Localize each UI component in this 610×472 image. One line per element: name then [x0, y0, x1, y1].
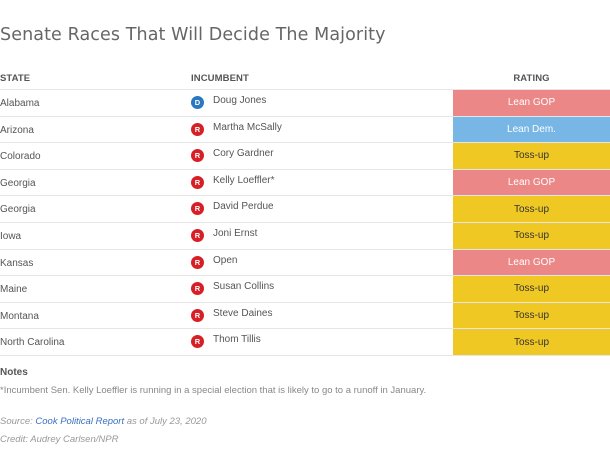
state-cell: Georgia: [0, 204, 36, 216]
credit-line: Credit: Audrey Carlsen/NPR: [0, 434, 119, 445]
table-row: North Carolina R Thom Tillis Toss-up: [0, 329, 610, 356]
rating-cell: Toss-up: [453, 143, 610, 169]
table-row: Montana R Steve Daines Toss-up: [0, 302, 610, 330]
incumbent-cell: R David Perdue: [191, 201, 274, 216]
table-header: STATE INCUMBENT RATING: [0, 68, 610, 90]
incumbent-name: Martha McSally: [213, 121, 282, 133]
state-cell: Arizona: [0, 124, 34, 136]
rating-cell: Toss-up: [453, 222, 610, 249]
incumbent-name: Susan Collins: [213, 281, 275, 293]
rating-cell: Lean GOP: [453, 249, 610, 276]
incumbent-cell: R Open: [191, 254, 238, 269]
incumbent-cell: D Doug Jones: [191, 95, 267, 109]
rating-cell: Toss-up: [453, 276, 610, 302]
table-row: Iowa R Joni Ernst Toss-up: [0, 222, 610, 250]
incumbent-cell: R Susan Collins: [191, 281, 275, 296]
incumbent-name: Thom Tillis: [213, 334, 261, 346]
table-row: Colorado R Cory Gardner Toss-up: [0, 143, 610, 170]
notes-heading: Notes: [0, 367, 28, 378]
incumbent-name: Open: [213, 254, 238, 266]
senate-races-table: STATE INCUMBENT RATING Alabama D Doug Jone…: [0, 68, 610, 356]
rating-cell: Toss-up: [453, 196, 610, 222]
table-body: Alabama D Doug Jones Lean GOP Arizona R Martha…: [0, 90, 610, 356]
page-title: Senate Races That Will Decide The Majori…: [0, 25, 386, 45]
state-cell: Colorado: [0, 151, 41, 163]
party-badge-icon: R: [191, 228, 204, 242]
column-header-state: STATE: [0, 73, 31, 84]
party-badge-icon: R: [191, 149, 204, 163]
notes-text: *Incumbent Sen. Kelly Loeffler is runnin…: [0, 385, 427, 396]
state-cell: Alabama: [0, 98, 40, 109]
party-badge-icon: R: [191, 255, 204, 269]
party-badge-icon: D: [191, 96, 204, 109]
incumbent-name: Steve Daines: [213, 307, 273, 319]
table-row: Georgia R David Perdue Toss-up: [0, 196, 610, 223]
state-cell: Iowa: [0, 230, 22, 242]
incumbent-cell: R Thom Tillis: [191, 334, 261, 349]
incumbent-name: David Perdue: [213, 201, 274, 213]
rating-cell: Lean GOP: [453, 169, 610, 196]
table-row: Arizona R Martha McSally Lean Dem.: [0, 116, 610, 144]
incumbent-name: Joni Ernst: [213, 227, 258, 239]
rating-cell: Toss-up: [453, 302, 610, 329]
rating-cell: Lean Dem.: [453, 116, 610, 143]
source-prefix: Source:: [0, 416, 36, 427]
incumbent-cell: R Joni Ernst: [191, 227, 258, 242]
source-suffix: as of July 23, 2020: [124, 416, 207, 427]
table-row: Maine R Susan Collins Toss-up: [0, 276, 610, 303]
table-row: Georgia R Kelly Loeffler* Lean GOP: [0, 169, 610, 197]
state-cell: Montana: [0, 310, 39, 322]
incumbent-name: Kelly Loeffler*: [213, 174, 275, 186]
party-badge-icon: R: [191, 175, 204, 189]
incumbent-cell: R Martha McSally: [191, 121, 282, 136]
rating-cell: Toss-up: [453, 329, 610, 355]
table-row: Kansas R Open Lean GOP: [0, 249, 610, 277]
incumbent-cell: R Steve Daines: [191, 307, 273, 322]
party-badge-icon: R: [191, 122, 204, 136]
column-header-incumbent: INCUMBENT: [191, 73, 249, 84]
table-row: Alabama D Doug Jones Lean GOP: [0, 90, 610, 117]
incumbent-cell: R Cory Gardner: [191, 148, 274, 163]
party-badge-icon: R: [191, 308, 204, 322]
party-badge-icon: R: [191, 202, 204, 216]
incumbent-cell: R Kelly Loeffler*: [191, 174, 275, 189]
state-cell: Maine: [0, 284, 28, 296]
incumbent-name: Cory Gardner: [213, 148, 274, 160]
state-cell: Kansas: [0, 257, 34, 269]
incumbent-name: Doug Jones: [213, 95, 267, 106]
source-link[interactable]: Cook Political Report: [35, 416, 125, 427]
rating-cell: Lean GOP: [453, 90, 610, 116]
column-header-rating: RATING: [513, 73, 550, 84]
state-cell: North Carolina: [0, 337, 65, 349]
source-line: Source: Cook Political Report as of July…: [0, 416, 207, 427]
party-badge-icon: R: [191, 335, 204, 349]
party-badge-icon: R: [191, 282, 204, 296]
state-cell: Georgia: [0, 177, 36, 189]
